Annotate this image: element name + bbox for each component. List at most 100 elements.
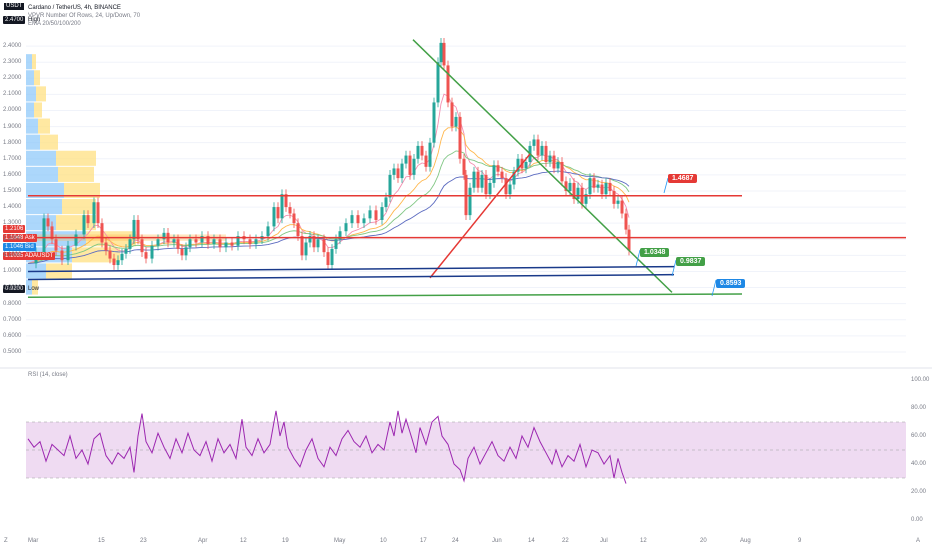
candle-body [600,184,604,195]
last-label: ADAUSDT [24,253,54,259]
candle-body [136,219,140,240]
candle-body [218,239,222,248]
candle-body [439,42,443,63]
time-tick-label: 12 [640,538,647,544]
candle-body [432,102,436,143]
candle-body [276,207,280,219]
candle-body [544,145,548,162]
rsi-indicator-label[interactable]: RSI (14, close) [28,372,68,378]
price-tick-label: 2.4000 [3,43,22,50]
ema-indicator-label[interactable]: EMA 20/50/100/200 [28,21,81,27]
candle-body [428,142,432,167]
volume-profile-bar-up [26,279,32,295]
candle-body [584,194,588,204]
candle-body [627,229,631,251]
candle-body [46,218,50,227]
candle-body [176,239,180,249]
ema-100-line [27,150,630,264]
candle-body [304,242,308,256]
volume-profile-bar-down [86,231,136,247]
candle-body [188,239,192,248]
candle-body [404,155,408,164]
candle-body [620,200,624,214]
candle-body [344,223,348,232]
candle-body [400,163,404,179]
candle-body [280,194,284,219]
level-callout-2[interactable]: 1.0348 [640,248,670,257]
candle-body [172,239,176,243]
time-tick-label: Mar [28,538,39,544]
price-tick-label: 0.7000 [3,316,22,323]
price-tick-label: 2.2000 [3,75,22,82]
candle-body [604,182,608,195]
candle-body [284,194,288,208]
candle-body [206,236,210,245]
callout-pointer-2 [635,249,641,267]
candle-body [350,215,354,224]
time-tick-label: 14 [528,538,535,544]
timezone-button[interactable]: Z [4,538,8,544]
candle-body [144,252,148,259]
chart-title: Cardano / TetherUS, 4h, BINANCE [28,5,121,11]
volume-profile-bar-up [26,166,58,182]
price-tick-label: 1.2000 [3,236,22,243]
candle-body [338,231,342,240]
candle-body [212,239,216,245]
time-tick-label: 19 [282,538,289,544]
candle-body [248,239,252,245]
volume-profile-bar-down [56,215,96,231]
vp-indicator-label[interactable]: VPVR Number Of Rows, 24, Up/Down, 70 [28,13,141,19]
time-tick-label: 23 [140,538,147,544]
candle-body [436,62,440,103]
candle-body [412,158,416,175]
candle-body [50,226,54,240]
volume-profile-bar-down [40,134,58,150]
rsi-tick-label: 40.00 [911,461,927,467]
time-tick-label: 12 [240,538,247,544]
candle-body [592,178,596,188]
candle-body [312,236,316,248]
price-tick-label: 1.6000 [3,171,22,178]
candle-body [536,139,540,156]
candle-body [368,210,372,219]
candle-body [230,242,234,246]
bid-label: Bid [25,244,34,250]
time-tick-label: 24 [452,538,459,544]
candle-body [334,239,338,249]
time-tick-label: 10 [380,538,387,544]
candle-body [54,239,58,251]
low-price-tag: 0.9200 [3,285,26,293]
level-callout-3[interactable]: 0.9837 [676,257,706,266]
trendline-6 [27,273,675,281]
candle-body [254,239,258,245]
time-tick-label: Aug [740,538,751,544]
candle-body [552,155,556,169]
callout-pointer-1 [663,177,669,194]
callout-pointer-4 [711,279,717,297]
candle-body [512,171,516,185]
time-tick-label: Apr [198,538,208,544]
candle-body [388,174,392,198]
price-tick-label: 0.6000 [3,332,22,339]
price-tick-label: 0.8000 [3,300,22,307]
level-callout-4[interactable]: 0.8593 [716,279,746,288]
time-tick-label: 9 [798,538,802,544]
candle-body [140,239,144,253]
price-tick-label: 0.9000 [3,284,22,291]
candle-body [124,248,128,254]
bid-price-tag: 1.1046 Bid [3,243,36,251]
candle-body [476,171,480,188]
auto-scale-button[interactable]: A [916,538,921,544]
level-callout-1[interactable]: 1.4687 [668,174,698,183]
low-label: Low [28,286,40,292]
volume-profile-bar-down [56,150,96,166]
candle-body [292,213,296,224]
candle-body [504,178,508,195]
candle-body [616,200,620,204]
candle-body [446,65,450,103]
candle-body [92,202,96,224]
candle-body [612,190,616,204]
candle-body [442,42,446,66]
candle-body [82,215,86,235]
